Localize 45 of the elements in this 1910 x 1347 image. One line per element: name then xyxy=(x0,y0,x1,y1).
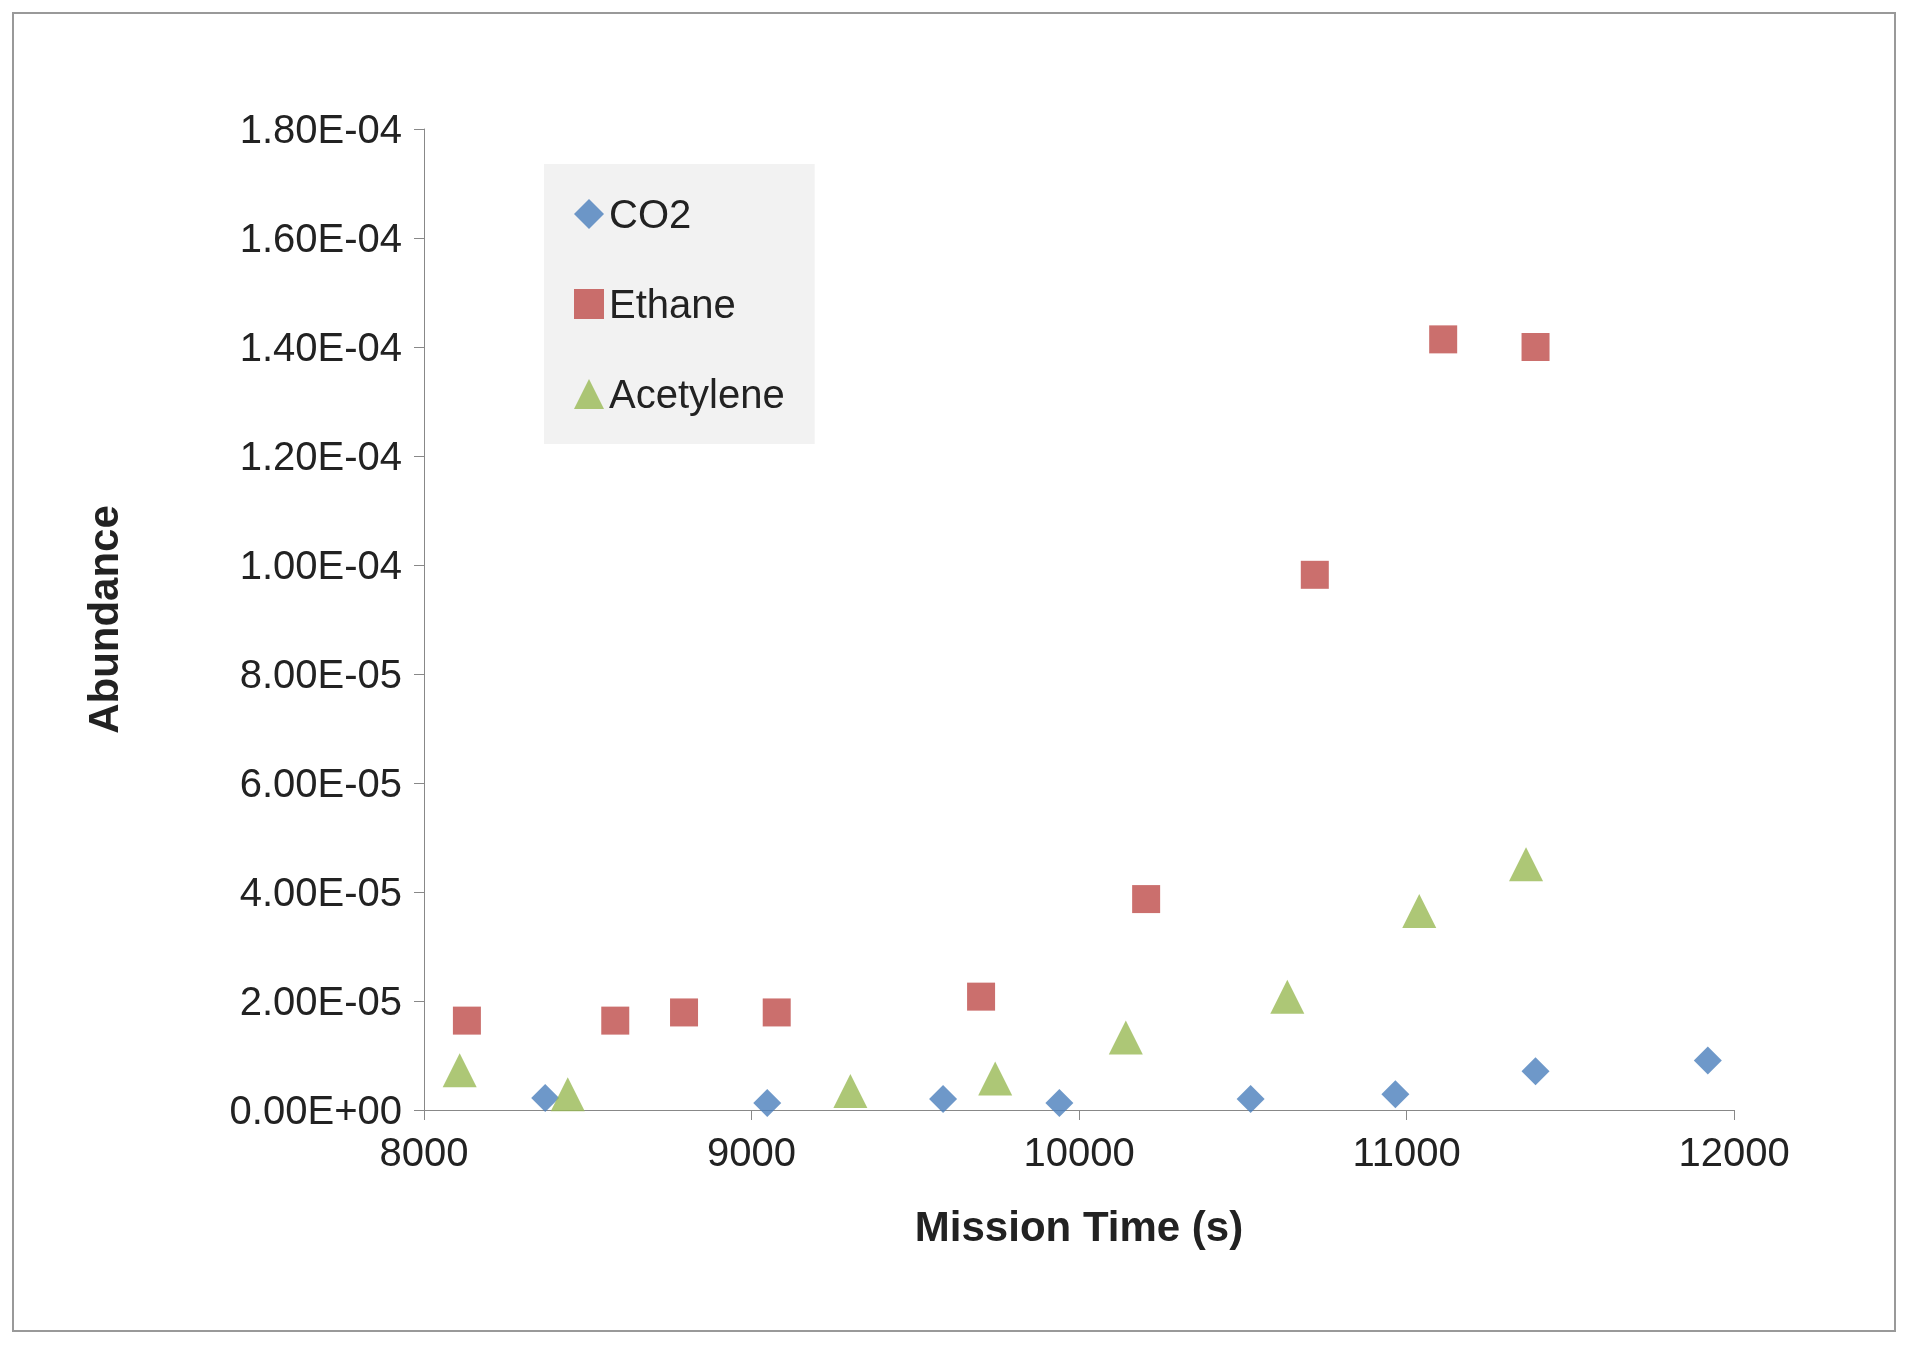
y-tick-label: 1.40E-04 xyxy=(239,325,402,369)
y-tick-label: 6.00E-05 xyxy=(239,761,402,805)
y-tick-label: 4.00E-05 xyxy=(239,870,402,914)
y-tick-label: 1.20E-04 xyxy=(239,434,402,478)
legend-label: Acetylene xyxy=(609,372,785,416)
legend-label: CO2 xyxy=(609,192,692,236)
point xyxy=(531,1084,560,1113)
point xyxy=(967,982,996,1011)
y-tick-label: 1.60E-04 xyxy=(239,216,402,260)
x-tick-label: 8000 xyxy=(379,1130,469,1174)
point xyxy=(1402,894,1437,929)
legend-label: Ethane xyxy=(609,282,736,326)
x-tick-label: 10000 xyxy=(1023,1130,1135,1174)
point xyxy=(601,1006,630,1035)
point xyxy=(1236,1085,1265,1114)
point xyxy=(1108,1020,1143,1055)
point xyxy=(978,1061,1013,1096)
x-tick-label: 9000 xyxy=(707,1130,796,1174)
y-tick-label: 8.00E-05 xyxy=(239,652,402,696)
point xyxy=(1381,1080,1410,1109)
point xyxy=(1132,885,1161,914)
y-axis-title: Abundance xyxy=(79,505,127,734)
point xyxy=(1521,333,1550,361)
x-tick-label: 12000 xyxy=(1678,1130,1790,1174)
y-tick-label: 1.00E-04 xyxy=(239,543,402,587)
point xyxy=(550,1077,585,1112)
x-tick-label: 11000 xyxy=(1352,1130,1461,1174)
y-tick-label: 0.00E+00 xyxy=(229,1088,402,1132)
point xyxy=(1693,1046,1722,1075)
point xyxy=(929,1085,958,1114)
point xyxy=(833,1073,868,1108)
y-tick-label: 1.80E-04 xyxy=(239,107,402,151)
point xyxy=(1429,325,1458,354)
point xyxy=(1521,1057,1550,1086)
point xyxy=(670,998,699,1027)
point xyxy=(753,1088,782,1117)
x-axis-title: Mission Time (s) xyxy=(914,1202,1244,1250)
point xyxy=(442,1053,477,1088)
point xyxy=(1270,979,1305,1014)
y-tick-label: 2.00E-05 xyxy=(239,979,402,1023)
point xyxy=(1509,847,1544,882)
point xyxy=(762,998,791,1027)
point xyxy=(452,1006,481,1035)
point xyxy=(1300,560,1329,589)
point xyxy=(1045,1088,1074,1117)
